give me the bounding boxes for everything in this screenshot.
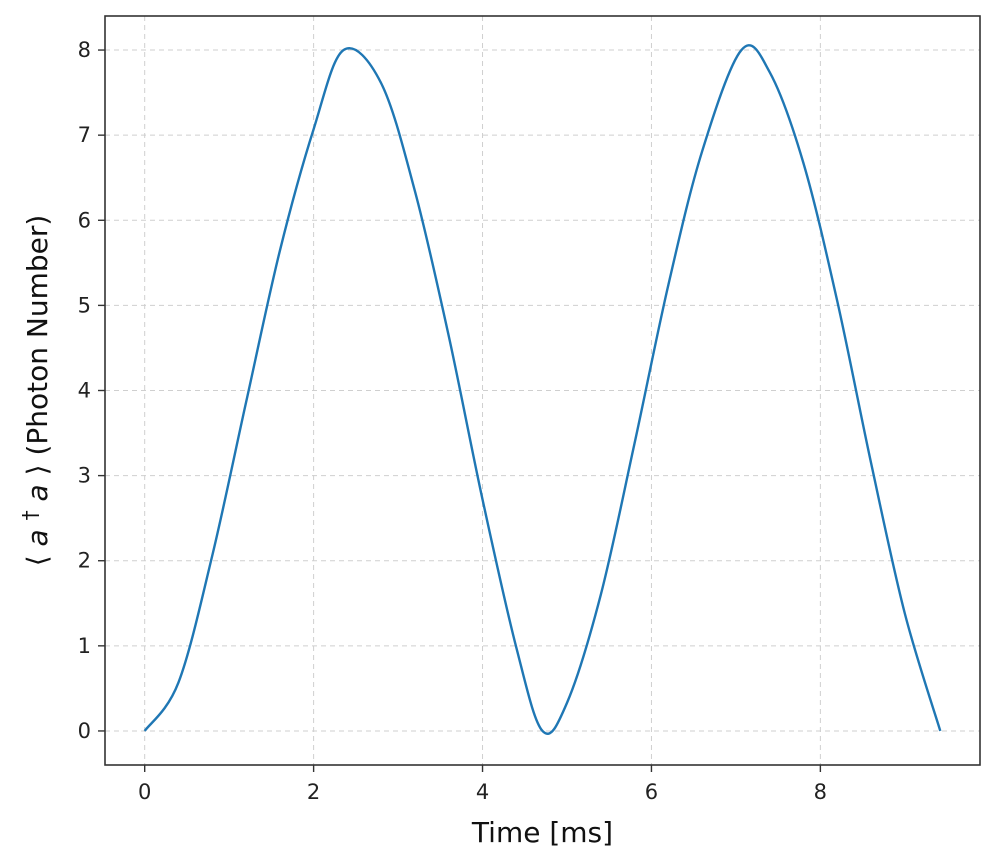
y-tick-label: 0 — [78, 719, 91, 743]
y-label-open-bracket: ⟨ — [21, 555, 54, 566]
grid — [105, 16, 980, 765]
y-label-suffix: (Photon Number) — [21, 215, 54, 456]
y-tick-label: 4 — [78, 379, 91, 403]
ticks: 0 2 4 6 8 0 1 2 3 4 5 6 7 8 — [78, 38, 827, 804]
y-label-close-bracket: ⟩ — [21, 464, 54, 475]
y-label-operator-a: a — [21, 529, 54, 546]
x-tick-label: 0 — [138, 780, 151, 804]
x-tick-label: 8 — [814, 780, 827, 804]
series-line — [143, 44, 942, 735]
y-label-operator-a-second: a — [21, 484, 54, 501]
y-label-dagger: † — [18, 510, 42, 520]
plot-frame — [104, 15, 981, 766]
x-axis-label: Time [ms] — [471, 816, 613, 849]
y-tick-label: 2 — [78, 549, 91, 573]
x-tick-label: 2 — [307, 780, 320, 804]
y-axis-label: ⟨ a † a ⟩ (Photon Number) — [11, 215, 54, 567]
y-tick-label: 3 — [78, 464, 91, 488]
y-tick-label: 6 — [78, 208, 91, 232]
y-tick-label: 5 — [78, 293, 91, 317]
y-tick-label: 7 — [78, 123, 91, 147]
x-tick-label: 4 — [476, 780, 489, 804]
y-tick-label: 8 — [78, 38, 91, 62]
series-layer — [143, 44, 942, 735]
y-tick-label: 1 — [78, 634, 91, 658]
x-tick-label: 6 — [645, 780, 658, 804]
